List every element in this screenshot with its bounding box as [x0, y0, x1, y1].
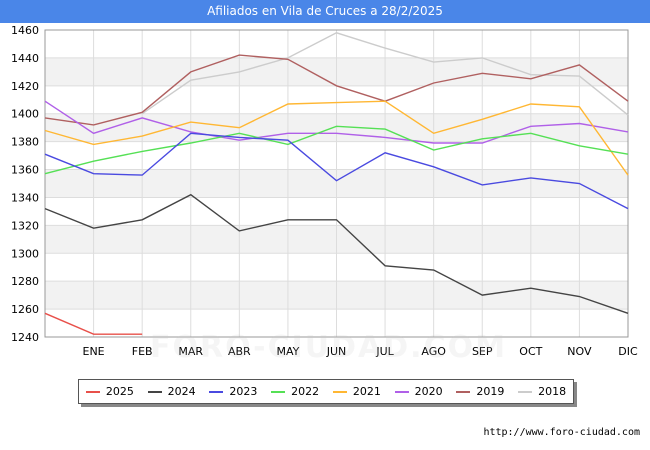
legend-item-2019: 2019 [456, 385, 504, 398]
chart-title: Afiliados en Vila de Cruces a 28/2/2025 [0, 0, 650, 23]
legend-label: 2020 [414, 385, 443, 398]
y-tick-label: 1460 [11, 24, 39, 37]
legend-label: 2022 [291, 385, 320, 398]
y-tick-label: 1280 [11, 275, 39, 288]
legend-item-2020: 2020 [394, 385, 443, 398]
legend-swatch [394, 390, 409, 393]
x-tick-label: SEP [472, 345, 493, 358]
legend-swatch [518, 390, 533, 393]
x-tick-label: JUN [326, 345, 347, 358]
legend-label: 2024 [167, 385, 196, 398]
chart-legend: 2025 2024 2023 2022 2021 2020 2019 2018 [78, 379, 574, 404]
x-tick-label: AGO [421, 345, 446, 358]
legend-label: 2018 [538, 385, 567, 398]
legend-item-2023: 2023 [209, 385, 257, 398]
y-tick-label: 1340 [11, 191, 39, 204]
legend-label: 2021 [352, 385, 381, 398]
x-tick-label: DIC [618, 345, 638, 358]
legend-label: 2019 [476, 385, 505, 398]
legend-item-2022: 2022 [271, 385, 319, 398]
x-tick-label: MAR [178, 345, 203, 358]
series-line-2018 [141, 32, 629, 116]
y-tick-label: 1440 [11, 52, 39, 65]
x-tick-label: NOV [567, 345, 592, 358]
y-tick-label: 1260 [11, 303, 39, 316]
legend-swatch [456, 390, 471, 393]
legend-item-2024: 2024 [147, 385, 196, 398]
legend-label: 2023 [229, 385, 258, 398]
legend-swatch [147, 390, 162, 393]
legend-swatch [332, 390, 347, 393]
series-line-2022 [44, 125, 629, 175]
series-line-2023 [44, 132, 629, 210]
series-line-2025 [44, 312, 143, 335]
series-line-2021 [44, 100, 629, 176]
legend-item-2018: 2018 [518, 385, 566, 398]
legend-item-2025: 2025 [85, 385, 134, 398]
y-tick-label: 1400 [11, 108, 39, 121]
legend-label: 2025 [105, 385, 134, 398]
y-tick-label: 1360 [11, 164, 39, 177]
y-tick-label: 1380 [11, 136, 39, 149]
y-tick-label: 1240 [11, 331, 39, 344]
x-tick-label: ENE [83, 345, 105, 358]
legend-swatch [85, 390, 100, 393]
x-tick-label: JUL [375, 345, 394, 358]
y-tick-label: 1320 [11, 219, 39, 232]
x-tick-label: ABR [228, 345, 251, 358]
legend-item-2021: 2021 [332, 385, 381, 398]
series-line-2024 [44, 193, 629, 314]
legend-swatch [271, 390, 286, 393]
source-url: http://www.foro-ciudad.com [483, 427, 640, 438]
series-line-2019 [44, 54, 629, 126]
x-tick-label: OCT [519, 345, 542, 358]
x-tick-label: MAY [276, 345, 299, 358]
series-line-2020 [44, 100, 629, 144]
y-tick-label: 1420 [11, 80, 39, 93]
x-tick-label: FEB [132, 345, 153, 358]
plot-area [44, 29, 629, 338]
legend-swatch [209, 390, 224, 393]
y-tick-label: 1300 [11, 247, 39, 260]
